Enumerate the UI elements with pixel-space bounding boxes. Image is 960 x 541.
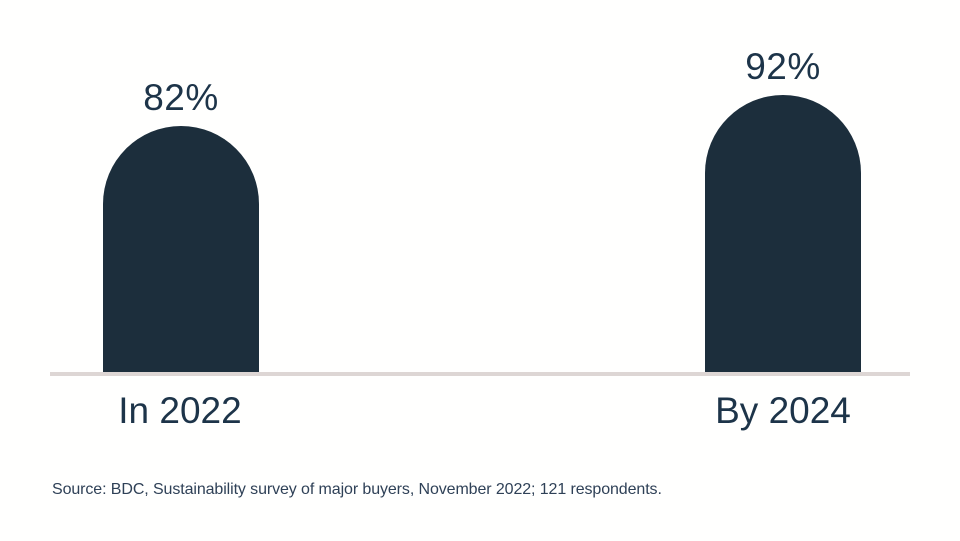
source-note: Source: BDC, Sustainability survey of ma… [52,481,662,498]
bar-2022 [103,126,259,376]
category-label-2024: By 2024 [715,390,851,431]
value-label-2024: 92% [745,46,821,88]
bar-group-2024: 92% [705,47,861,376]
category-label-2022: In 2022 [118,390,242,431]
baseline-axis [50,372,910,376]
bar-2024 [705,95,861,376]
bar-group-2022: 82% [103,78,259,376]
value-label-2022: 82% [143,77,219,119]
